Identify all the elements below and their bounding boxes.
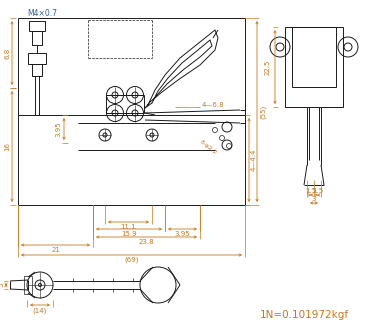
Bar bbox=[28, 53, 46, 64]
Text: 3.95: 3.95 bbox=[55, 121, 61, 137]
Text: 6.8: 6.8 bbox=[4, 47, 10, 59]
Text: 15.9: 15.9 bbox=[121, 231, 137, 237]
Text: 23.8: 23.8 bbox=[139, 239, 154, 245]
Text: 5: 5 bbox=[0, 283, 4, 287]
Text: 1.5: 1.5 bbox=[312, 188, 323, 194]
Bar bbox=[32, 31, 42, 45]
Text: (55): (55) bbox=[260, 104, 266, 119]
Text: 3.95: 3.95 bbox=[175, 231, 190, 237]
Text: (14): (14) bbox=[33, 308, 47, 314]
Bar bbox=[24, 276, 32, 294]
Text: 11.1: 11.1 bbox=[120, 224, 137, 230]
Text: M4×0.7: M4×0.7 bbox=[27, 10, 57, 19]
Bar bbox=[292, 27, 336, 87]
Text: 1N=0.101972kgf: 1N=0.101972kgf bbox=[260, 310, 349, 320]
Text: 1.5: 1.5 bbox=[305, 188, 316, 194]
Bar bbox=[285, 27, 343, 107]
Text: 8-φ2.2: 8-φ2.2 bbox=[198, 139, 217, 155]
Text: (69): (69) bbox=[124, 257, 139, 263]
Text: 3: 3 bbox=[312, 196, 316, 202]
Text: 21: 21 bbox=[51, 247, 60, 253]
Text: 16: 16 bbox=[4, 142, 10, 151]
Bar bbox=[29, 21, 45, 31]
Text: 4—6.8: 4—6.8 bbox=[202, 102, 225, 108]
Bar bbox=[32, 64, 42, 76]
Text: 4—4.4: 4—4.4 bbox=[251, 149, 257, 171]
Text: 22.5: 22.5 bbox=[265, 59, 271, 75]
